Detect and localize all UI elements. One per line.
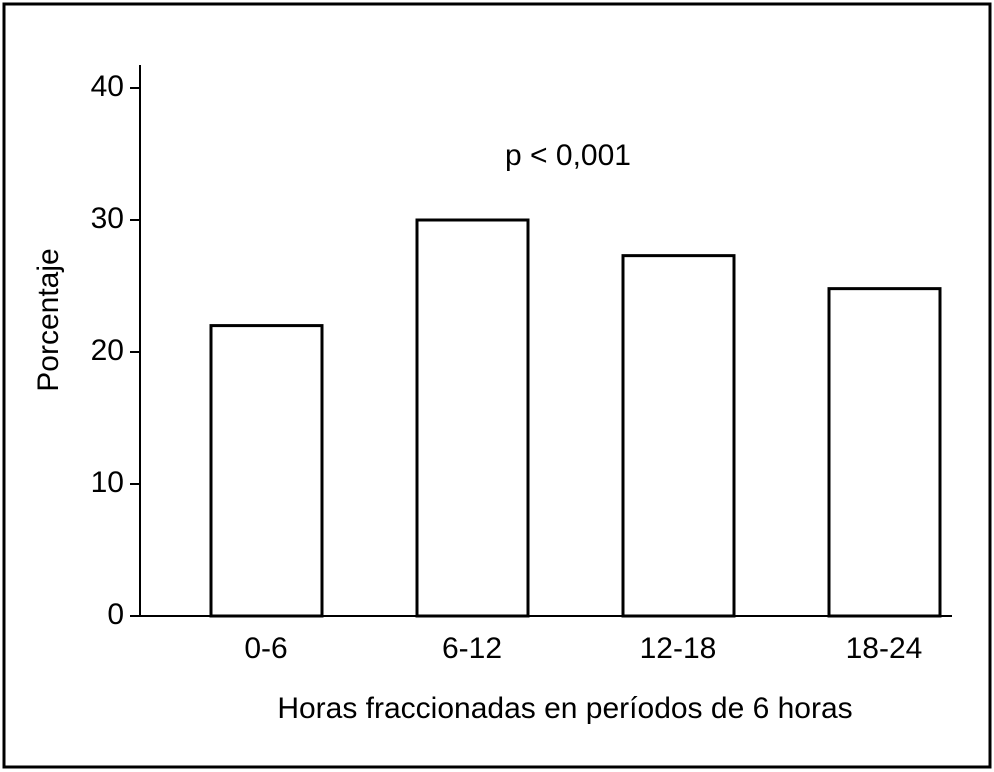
y-tick-label: 0 — [107, 598, 124, 631]
bar — [827, 287, 942, 618]
y-tick-label: 20 — [91, 334, 124, 367]
y-tick-label: 10 — [91, 466, 124, 499]
x-tick-label: 6-12 — [442, 632, 502, 665]
bar — [415, 218, 530, 618]
x-tick-label: 0-6 — [244, 632, 287, 665]
annotation: p < 0,001 — [505, 139, 631, 172]
bar — [209, 324, 324, 618]
y-tick-label: 30 — [91, 202, 124, 235]
x-axis-label: Horas fraccionadas en períodos de 6 hora… — [277, 692, 852, 725]
y-axis-label: Porcentaje — [32, 248, 65, 391]
bar — [621, 254, 736, 618]
x-tick-label: 12-18 — [640, 632, 717, 665]
y-tick-label: 40 — [91, 70, 124, 103]
x-tick-label: 18-24 — [846, 632, 923, 665]
